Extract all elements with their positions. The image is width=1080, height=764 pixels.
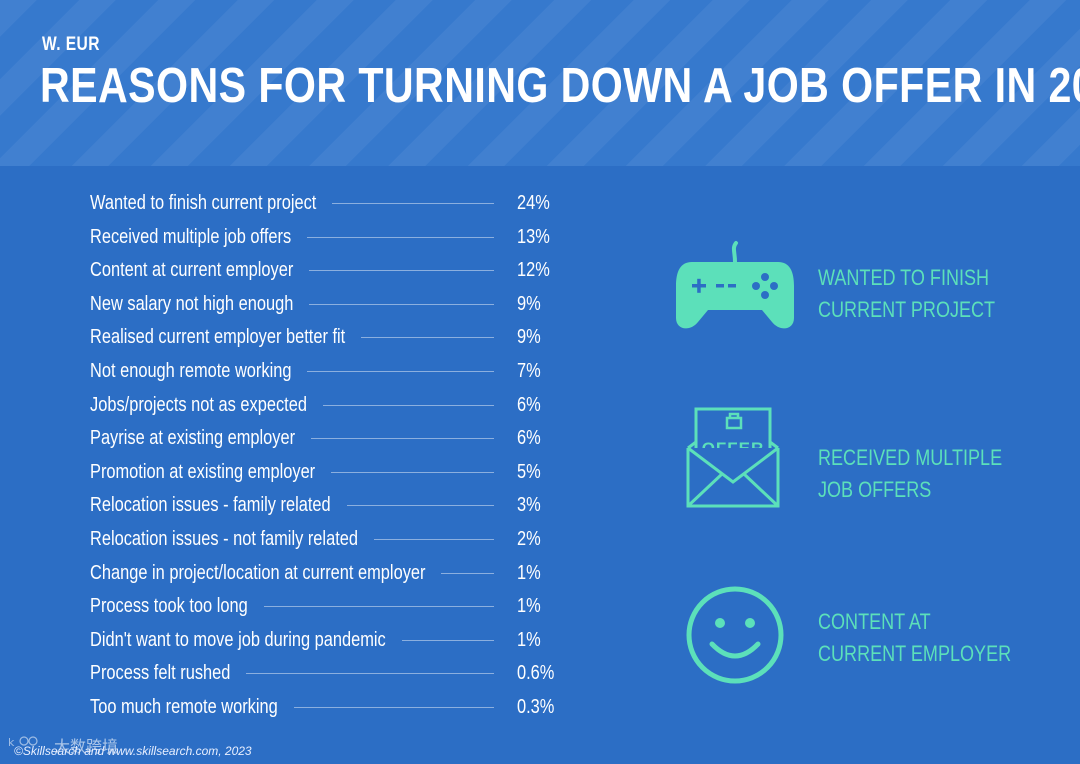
reason-value: 9%: [517, 292, 541, 315]
reason-value: 3%: [517, 494, 541, 517]
reason-label: Change in project/location at current em…: [90, 561, 426, 584]
source-credit: ©Skillsearch and www.skillsearch.com, 20…: [14, 744, 252, 758]
offer-envelope-icon: OFFER: [686, 407, 780, 508]
reason-label: Didn't want to move job during pandemic: [90, 628, 386, 651]
reason-value: 6%: [517, 427, 541, 450]
leader-line: [322, 404, 494, 406]
callout-line: CURRENT EMPLOYER: [818, 641, 1012, 666]
smiley-face-icon: [686, 586, 784, 684]
callout-line: CONTENT AT: [818, 609, 931, 634]
table-row: Relocation issues - family related 3%: [0, 488, 600, 522]
reason-value: 7%: [517, 360, 541, 382]
reason-label: Too much remote working: [90, 696, 278, 718]
reason-value: 13%: [517, 225, 550, 248]
reason-value: 2%: [517, 528, 541, 550]
watermark-text: 大数跨境: [54, 737, 118, 756]
table-row: Payrise at existing employer 6%: [0, 421, 600, 455]
reason-label: Received multiple job offers: [90, 225, 292, 248]
reason-label: Not enough remote working: [90, 360, 292, 382]
callout-content-employer: CONTENT AT CURRENT EMPLOYER: [818, 606, 1011, 670]
reason-value: 6%: [517, 393, 541, 416]
reason-value: 12%: [517, 259, 550, 282]
watermark-logo: k 大数跨境: [8, 736, 118, 756]
table-row: Realised current employer better fit 9%: [0, 320, 600, 354]
leader-line: [309, 303, 494, 305]
reason-value: 1%: [517, 628, 541, 651]
leader-line: [346, 505, 494, 507]
leader-line: [263, 606, 494, 608]
leader-line: [293, 707, 494, 708]
reason-label: Process took too long: [90, 595, 248, 618]
reason-value: 0.3%: [517, 696, 555, 718]
table-row: Wanted to finish current project 24%: [0, 186, 600, 220]
leader-line: [441, 572, 494, 574]
reason-value: 1%: [517, 561, 541, 584]
reason-value: 9%: [517, 326, 541, 349]
reason-value: 24%: [517, 192, 550, 214]
reason-label: Payrise at existing employer: [90, 427, 296, 450]
leader-line: [361, 337, 494, 339]
table-row: Too much remote working 0.3%: [0, 690, 600, 724]
leader-line: [307, 371, 494, 372]
callout-multiple-offers: RECEIVED MULTIPLE JOB OFFERS: [818, 442, 1002, 506]
table-row: Relocation issues - not family related 2%: [0, 522, 600, 556]
page-title: REASONS FOR TURNING DOWN A JOB OFFER IN …: [40, 59, 1080, 113]
reason-label: Wanted to finish current project: [90, 192, 317, 214]
table-row: Process took too long 1%: [0, 589, 600, 623]
reason-label: Jobs/projects not as expected: [90, 393, 307, 416]
callout-line: CURRENT PROJECT: [818, 297, 996, 322]
table-row: New salary not high enough 9%: [0, 287, 600, 321]
callout-line: WANTED TO FINISH: [818, 265, 990, 290]
leader-line: [246, 673, 494, 675]
gamepad-icon: [676, 241, 794, 329]
callout-finish-project: WANTED TO FINISH CURRENT PROJECT: [818, 262, 995, 326]
reason-label: Content at current employer: [90, 259, 294, 282]
reason-value: 5%: [517, 460, 541, 483]
leader-line: [401, 639, 494, 641]
table-row: Didn't want to move job during pandemic 1…: [0, 623, 600, 657]
region-label: W. EUR: [42, 34, 100, 55]
reason-label: Realised current employer better fit: [90, 326, 346, 349]
reason-label: Promotion at existing employer: [90, 460, 316, 483]
reason-value: 0.6%: [517, 662, 555, 685]
reason-label: Process felt rushed: [90, 662, 231, 685]
reason-label: New salary not high enough: [90, 292, 294, 315]
table-row: Process felt rushed 0.6%: [0, 656, 600, 690]
leader-line: [331, 471, 494, 473]
table-row: Jobs/projects not as expected 6%: [0, 388, 600, 422]
header-banner: W. EUR REASONS FOR TURNING DOWN A JOB OF…: [0, 0, 1080, 166]
callout-line: RECEIVED MULTIPLE: [818, 445, 1003, 470]
reason-label: Relocation issues - family related: [90, 494, 331, 517]
table-row: Not enough remote working 7%: [0, 354, 600, 388]
leader-line: [373, 539, 494, 540]
table-row: Received multiple job offers 13%: [0, 220, 600, 254]
leader-line: [332, 203, 494, 204]
svg-text:k: k: [8, 736, 15, 749]
leader-line: [311, 438, 494, 440]
reason-label: Relocation issues - not family related: [90, 528, 358, 550]
table-row: Content at current employer 12%: [0, 253, 600, 287]
leader-line: [309, 270, 494, 272]
leader-line: [307, 236, 494, 238]
callout-line: JOB OFFERS: [818, 477, 932, 502]
table-row: Change in project/location at current em…: [0, 556, 600, 590]
reason-value: 1%: [517, 595, 541, 618]
table-row: Promotion at existing employer 5%: [0, 455, 600, 489]
